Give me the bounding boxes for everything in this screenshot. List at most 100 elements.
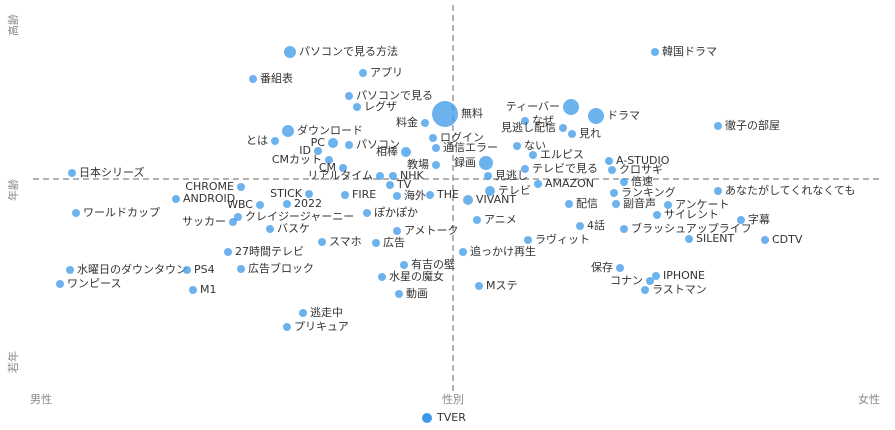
point — [475, 282, 483, 290]
point-label: 通信エラー — [443, 141, 498, 154]
legend-marker — [422, 413, 432, 423]
point-label: 日本シリーズ — [79, 165, 144, 179]
point-label: 追っかけ再生 — [470, 244, 536, 258]
point-label: バスケ — [277, 222, 310, 235]
point-label: 無料 — [461, 106, 483, 120]
x-axis-left-label: 男性 — [30, 392, 52, 406]
legend-label: TVER — [436, 411, 466, 424]
point — [339, 164, 347, 172]
point-label: なぜ — [532, 114, 554, 127]
point — [588, 108, 604, 124]
point-label: ログイン — [440, 130, 484, 144]
point-label: FIRE — [352, 188, 376, 201]
point — [432, 144, 440, 152]
point-label: 徹子の部屋 — [725, 118, 780, 132]
point-label: 見逃し配信 — [501, 121, 556, 134]
point — [378, 273, 386, 281]
point-label: M1 — [200, 283, 217, 296]
point — [479, 156, 493, 170]
point — [359, 69, 367, 77]
point — [271, 137, 279, 145]
point-label: STICK — [270, 187, 303, 200]
point-label: NHK — [400, 169, 425, 182]
y-axis-center-label: 年齢 — [6, 179, 20, 201]
point-label: Mステ — [486, 279, 518, 292]
point-label: アメトーク — [404, 224, 458, 237]
point-label: パソコンで見る方法 — [299, 44, 398, 58]
point-label: コナン — [610, 274, 643, 287]
point-label: サイレント — [664, 208, 719, 221]
point-label: ワールドカップ — [83, 206, 160, 219]
point-label: SILENT — [696, 232, 735, 245]
point — [608, 166, 616, 174]
point-label: 倍速 — [631, 174, 653, 188]
point-label: CDTV — [772, 233, 803, 246]
point — [432, 161, 440, 169]
point-label: ブラッシュアップライフ — [631, 221, 752, 235]
point — [234, 213, 242, 221]
point — [610, 189, 618, 197]
point — [563, 99, 579, 115]
point — [56, 280, 64, 288]
point-label: パソコン — [356, 138, 400, 151]
point-label: パソコンで見る — [356, 89, 433, 102]
point — [229, 218, 237, 226]
point — [282, 125, 294, 137]
point — [328, 138, 338, 148]
point-label: テレビで見る — [532, 162, 598, 175]
point-label: 見れ — [579, 127, 601, 140]
point — [345, 141, 353, 149]
point — [605, 157, 613, 165]
point — [341, 191, 349, 199]
point-label: IPHONE — [663, 269, 705, 282]
point — [314, 147, 322, 155]
point — [72, 209, 80, 217]
point-label: ダウンロード — [297, 123, 363, 137]
point — [664, 201, 672, 209]
point-label: TV — [396, 178, 412, 191]
point — [400, 261, 408, 269]
point — [616, 264, 624, 272]
point — [426, 191, 434, 199]
point — [305, 190, 313, 198]
x-axis-center-label: 性別 — [442, 392, 464, 406]
point-label: クロサギ — [619, 163, 663, 176]
point-label: 広告 — [383, 236, 405, 249]
point — [641, 286, 649, 294]
y-axis-bottom-label: 若年 — [6, 351, 20, 373]
point — [714, 122, 722, 130]
point-label: ラヴィット — [535, 232, 590, 246]
point — [463, 195, 473, 205]
point-label: 配信 — [576, 197, 598, 210]
point — [612, 200, 620, 208]
point — [318, 238, 326, 246]
point-label: AMAZON — [545, 177, 594, 190]
point-label: ない — [524, 139, 546, 152]
point-label: CHROME — [185, 180, 234, 193]
point-label: スマホ — [329, 235, 362, 248]
point — [353, 103, 361, 111]
point-label: 字幕 — [748, 212, 770, 226]
point — [685, 235, 693, 243]
point — [432, 101, 458, 127]
point-label: サッカー — [182, 215, 226, 228]
point-label: A-STUDIO — [616, 154, 670, 167]
point — [484, 172, 492, 180]
point — [473, 216, 481, 224]
point-label: プリキュア — [294, 320, 349, 333]
point — [576, 222, 584, 230]
point-label: 水曜日のダウンタウン — [77, 262, 187, 276]
point-label: ランキング — [621, 185, 676, 199]
point — [283, 200, 291, 208]
point-label: 料金 — [396, 115, 418, 129]
point — [237, 183, 245, 191]
point-label: 広告ブロック — [248, 261, 314, 275]
point-label: PS4 — [194, 263, 215, 276]
point — [284, 46, 296, 58]
point — [376, 172, 384, 180]
point-label: 韓国ドラマ — [662, 45, 717, 58]
point — [485, 186, 495, 196]
point — [521, 117, 529, 125]
point-label: レグザ — [364, 99, 397, 113]
point — [714, 187, 722, 195]
